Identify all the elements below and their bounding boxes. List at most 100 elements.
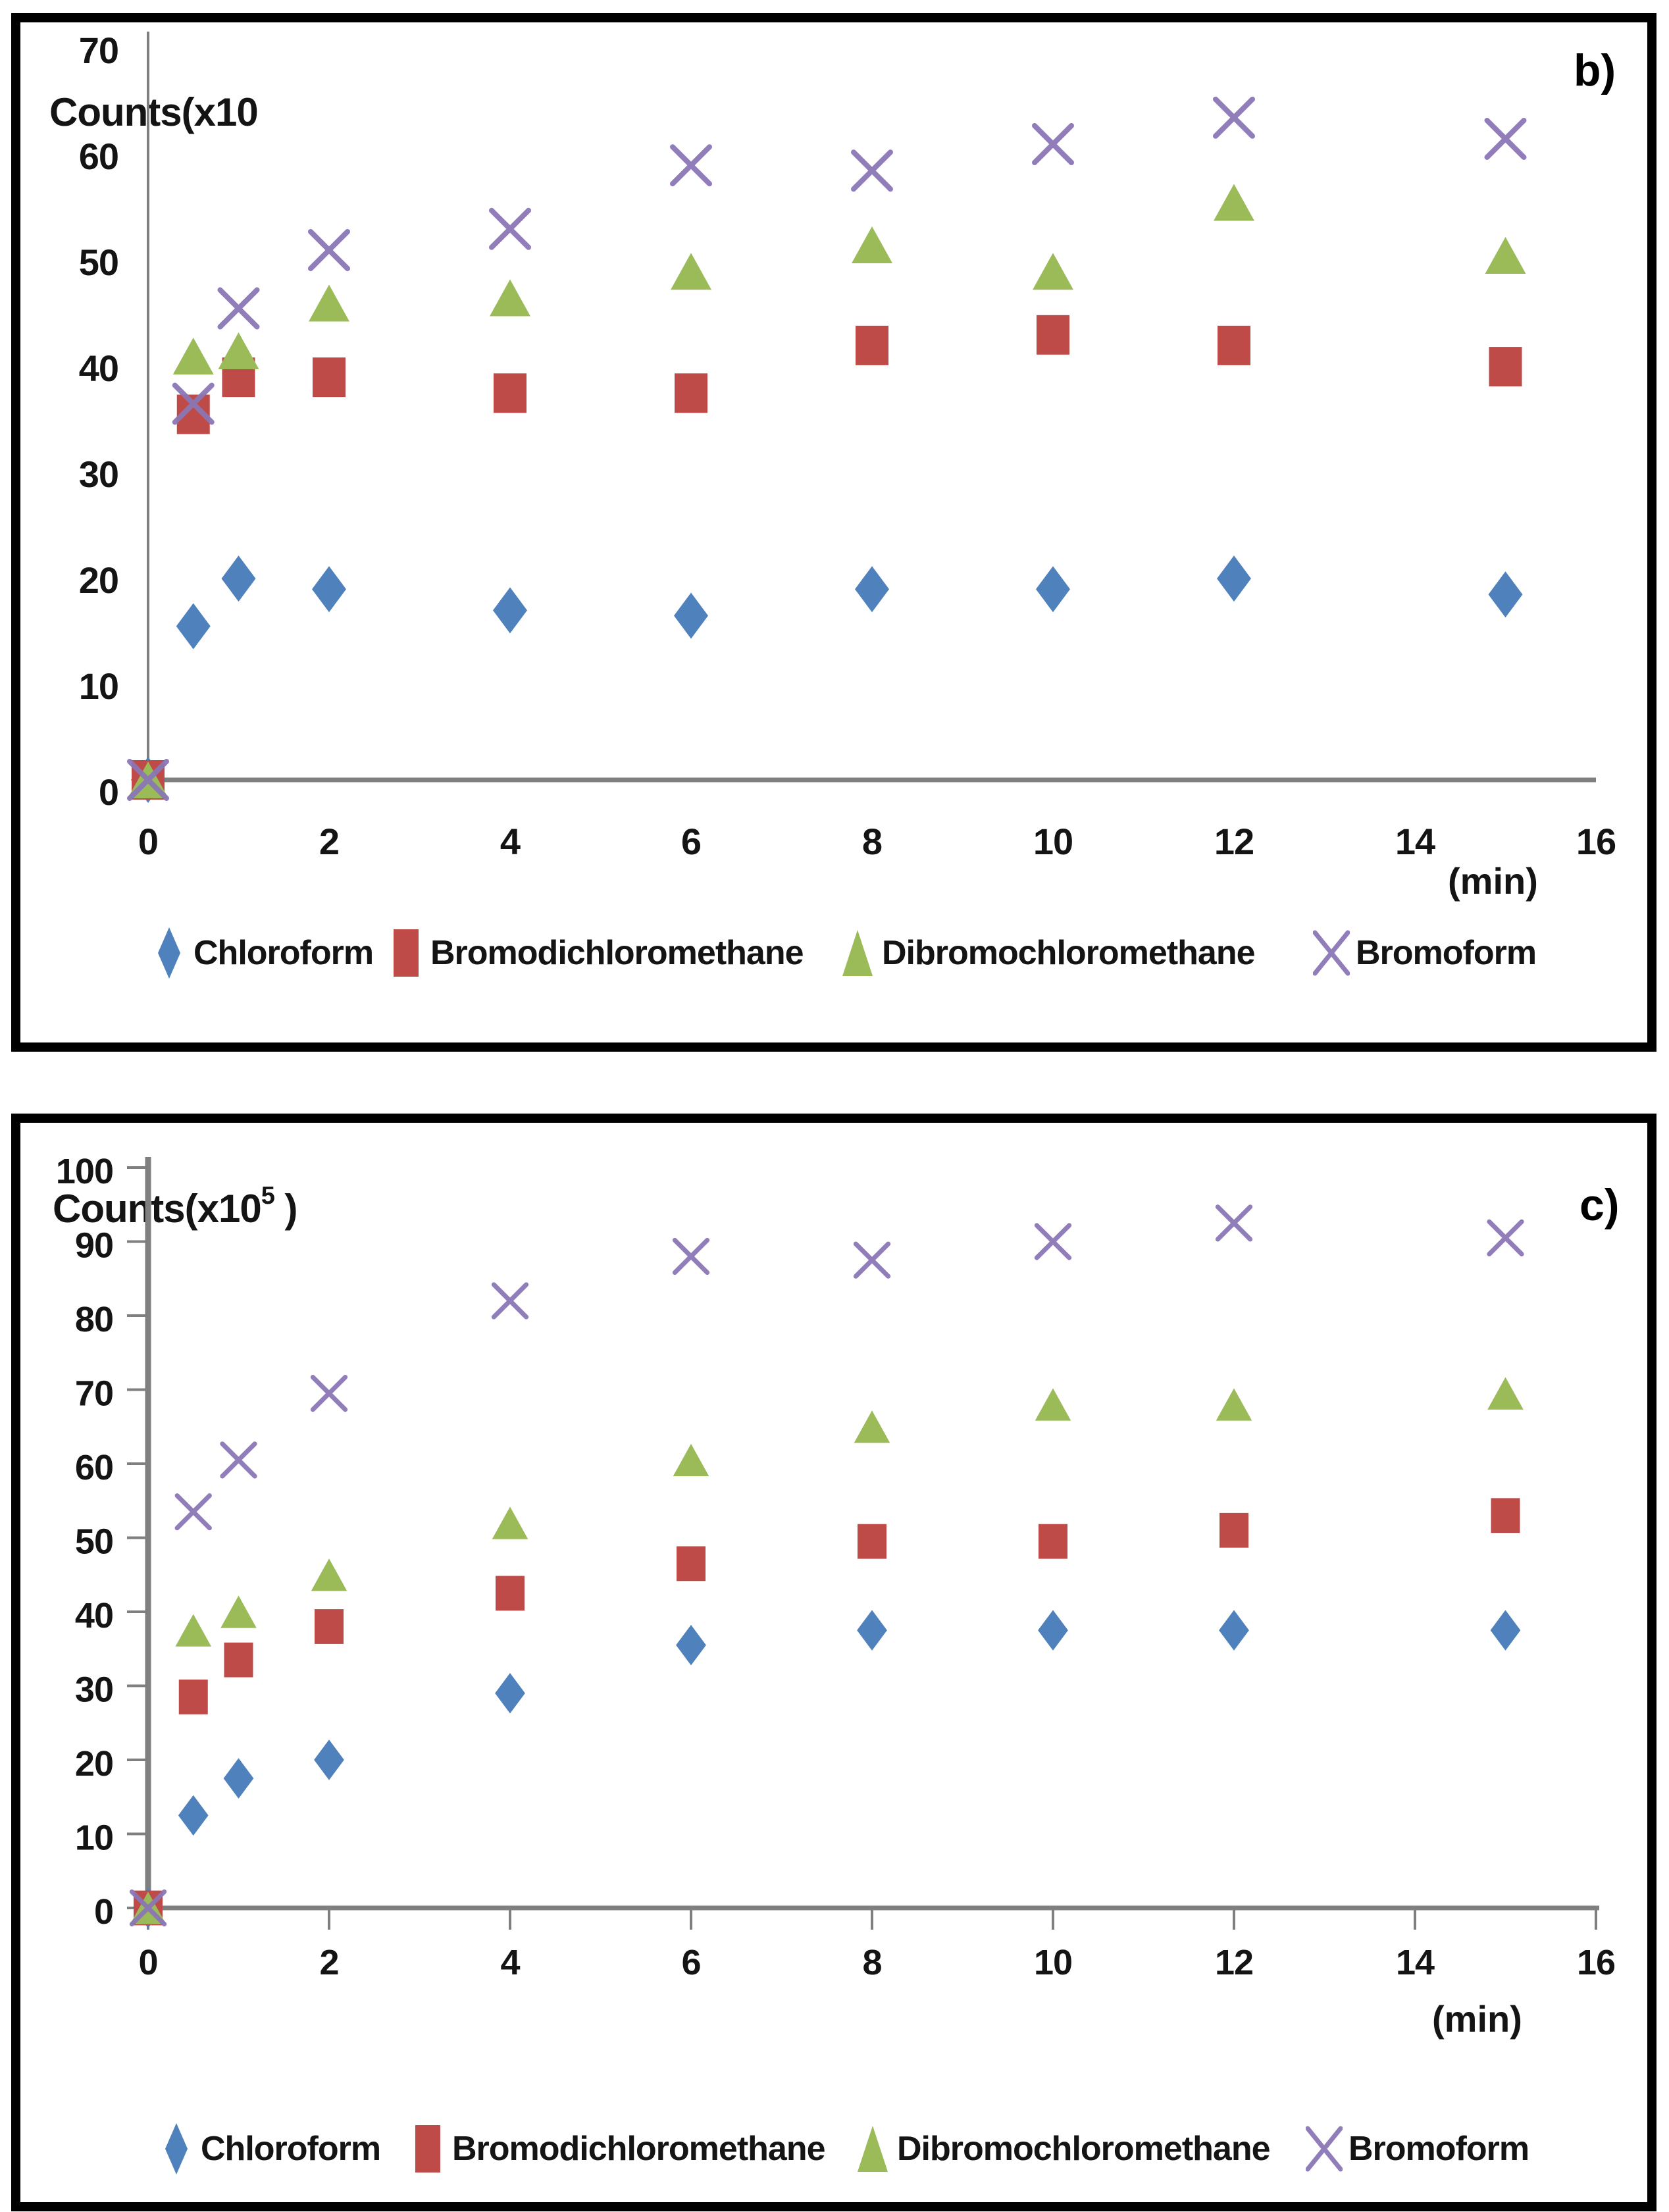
legend-item-bromoform: Bromoform xyxy=(1306,2119,1529,2179)
triangle-legend-marker-icon xyxy=(858,2126,888,2172)
data-point-marker xyxy=(172,382,215,425)
data-point-marker xyxy=(217,287,260,330)
data-point-marker xyxy=(492,1506,528,1539)
data-point-marker xyxy=(1220,1512,1248,1548)
data-point-marker xyxy=(1213,96,1255,139)
tick-label: 50 xyxy=(75,1522,113,1562)
data-point-marker xyxy=(312,566,346,613)
panel-label-b: b) xyxy=(1574,45,1616,95)
data-point-marker xyxy=(493,587,527,634)
data-point-marker xyxy=(1032,123,1074,165)
tick-label: 10 xyxy=(79,665,118,707)
tick-label: 14 xyxy=(1396,1943,1435,1982)
data-point-marker xyxy=(490,279,530,317)
tick-label: 0 xyxy=(99,771,118,813)
x-axis-unit-label: (min) xyxy=(1432,1998,1522,2040)
data-point-marker xyxy=(674,592,708,639)
x-legend-marker-icon xyxy=(1313,930,1350,976)
data-point-marker xyxy=(174,1493,212,1531)
tick-label: 6 xyxy=(681,1943,700,1982)
data-point-marker xyxy=(672,1237,710,1275)
square-legend-marker-icon xyxy=(394,929,419,977)
data-point-marker xyxy=(223,1758,254,1799)
data-point-marker xyxy=(1487,1219,1524,1257)
tick-label: 20 xyxy=(79,559,118,601)
legend-item-dibromochloromethane: Dibromochloromethane xyxy=(854,2119,1270,2179)
data-point-marker xyxy=(677,1546,706,1582)
data-point-marker xyxy=(127,759,169,801)
data-point-marker xyxy=(494,373,526,413)
tick-label: 4 xyxy=(500,1943,520,1982)
data-point-marker xyxy=(1035,1388,1071,1421)
scatter-plot-c: 0 10 20 30 40 50 60 70 80 90 100 0 2 4 6 8 10 12 14 16 xyxy=(56,1152,1616,1982)
data-point-marker xyxy=(671,253,711,290)
tick-label: 70 xyxy=(75,1374,113,1414)
tick-label: 16 xyxy=(1576,821,1616,862)
triangle-legend-marker-icon xyxy=(842,930,873,976)
x-icon xyxy=(1313,930,1350,976)
tick-label: 10 xyxy=(1034,1943,1072,1982)
data-point-marker xyxy=(670,144,712,187)
tick-label: 30 xyxy=(75,1670,113,1710)
legend-item-dibromochloromethane: Dibromochloromethane xyxy=(839,923,1255,983)
scatter-plot-b: 0 10 20 30 40 50 60 70 0 2 4 6 8 10 12 14 16 xyxy=(79,30,1616,862)
data-point-marker xyxy=(175,1614,212,1647)
tick-label: 60 xyxy=(75,1448,113,1487)
tick-label: 12 xyxy=(1214,821,1254,862)
data-point-marker xyxy=(673,1443,709,1477)
tick-label: 40 xyxy=(75,1596,113,1635)
tick-label: 90 xyxy=(75,1226,113,1266)
data-point-marker xyxy=(1485,237,1526,274)
data-point-marker xyxy=(172,338,214,374)
data-point-marker xyxy=(851,149,893,192)
data-point-marker xyxy=(315,1609,344,1644)
data-point-marker xyxy=(218,332,259,369)
data-point-marker xyxy=(856,325,888,365)
data-point-marker xyxy=(176,603,211,650)
data-point-marker xyxy=(1214,184,1254,221)
tick-label: 0 xyxy=(138,1943,157,1982)
tick-label: 4 xyxy=(500,821,521,862)
x-axis-unit-label: (min) xyxy=(1448,860,1538,902)
y-axis-title: Counts(x10 xyxy=(49,90,259,134)
data-point-marker xyxy=(1034,1223,1072,1260)
data-point-marker xyxy=(1037,315,1069,355)
legend-label: Bromoform xyxy=(1348,2130,1529,2168)
legend-label: Bromoform xyxy=(1356,934,1537,972)
data-point-marker xyxy=(1038,1610,1068,1651)
legend-label: Chloroform xyxy=(201,2130,381,2168)
tick-label: 0 xyxy=(138,821,158,862)
data-point-marker xyxy=(1036,566,1070,613)
data-point-marker xyxy=(1484,117,1527,160)
tick-label: 20 xyxy=(75,1744,113,1784)
legend-item-chloroform: Chloroform xyxy=(158,2119,381,2179)
data-point-marker xyxy=(1039,1524,1067,1559)
square-icon xyxy=(394,929,419,977)
data-point-marker xyxy=(311,1558,347,1591)
data-point-marker xyxy=(1490,1610,1521,1651)
tick-label: 0 xyxy=(94,1892,113,1932)
tick-label: 6 xyxy=(681,821,701,862)
data-point-marker xyxy=(855,566,889,613)
legend-label: Chloroform xyxy=(193,934,374,972)
chart-panel-b: Counts(x10 b) 0 10 20 30 40 50 60 70 0 2 4 6 8 10 12 14… xyxy=(11,13,1656,1052)
data-point-marker xyxy=(495,1672,525,1714)
tick-label: 80 xyxy=(75,1300,113,1339)
tick-label: 8 xyxy=(862,1943,881,1982)
tick-label: 50 xyxy=(79,242,118,283)
tick-label: 70 xyxy=(79,30,118,71)
square-icon xyxy=(415,2125,440,2173)
legend-item-bromodichloromethane: Bromodichloromethane xyxy=(409,2119,825,2179)
data-point-marker xyxy=(676,1624,706,1666)
data-point-marker xyxy=(310,1374,348,1412)
tick-label: 10 xyxy=(75,1818,113,1858)
triangle-icon xyxy=(842,930,873,976)
data-point-marker xyxy=(1487,1377,1524,1410)
data-point-marker xyxy=(1488,571,1523,618)
data-point-marker xyxy=(308,229,350,271)
x-legend-marker-icon xyxy=(1306,2126,1343,2172)
data-point-marker xyxy=(489,207,531,250)
data-point-marker xyxy=(854,1410,890,1443)
diamond-icon xyxy=(165,2123,188,2174)
data-point-marker xyxy=(309,284,349,322)
